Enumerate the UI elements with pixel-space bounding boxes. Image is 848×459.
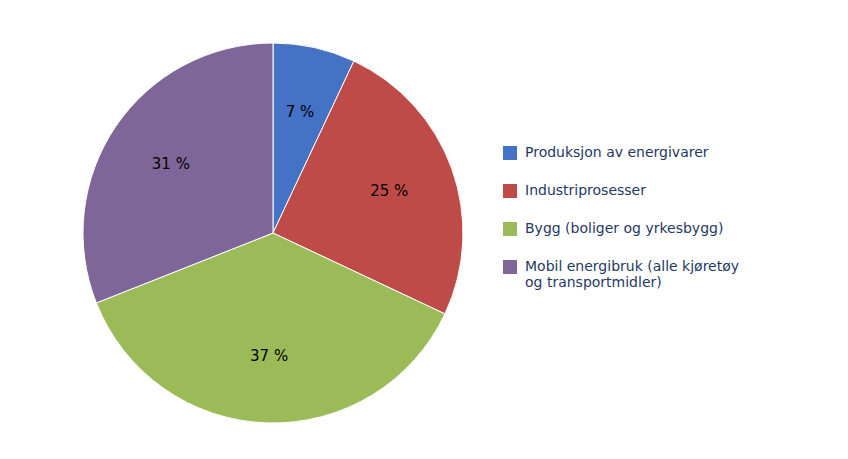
html-text:Industriprosesser: Industriprosesser xyxy=(525,182,646,198)
svg-text:37 %: 37 % xyxy=(250,347,288,365)
html-text:og transportmidler): og transportmidler) xyxy=(525,274,662,290)
svg-text:25 %: 25 % xyxy=(370,182,408,200)
html-text:Mobil energibruk (alle kjøretø: Mobil energibruk (alle kjøretøy xyxy=(525,258,740,274)
html-text:Bygg (boliger og yrkesbygg): Bygg (boliger og yrkesbygg) xyxy=(525,220,724,236)
svg-text:31 %: 31 % xyxy=(152,155,190,173)
svg-text:7 %: 7 % xyxy=(286,103,315,121)
html-text:Produksjon av energivarer: Produksjon av energivarer xyxy=(525,144,709,160)
